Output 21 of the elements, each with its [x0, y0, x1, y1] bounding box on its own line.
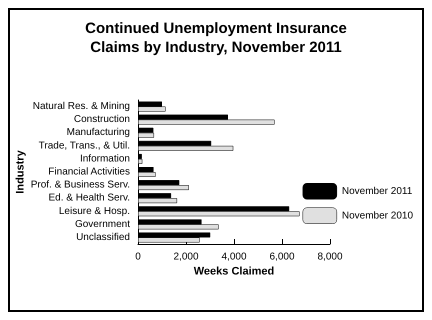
y-tick-label: Financial Activities	[48, 166, 130, 178]
x-tick-label: 0	[135, 252, 142, 262]
y-tick-label: Manufacturing	[66, 127, 130, 138]
y-tick-label: Ed. & Health Serv.	[48, 192, 130, 204]
legend-label: November 2010	[342, 210, 414, 222]
y-axis-title: Industry	[14, 149, 26, 194]
x-tick-label: 2,000	[173, 252, 199, 262]
y-tick-label: Trade, Trans., & Util.	[38, 140, 130, 152]
y-tick-label: Leisure & Hosp.	[58, 206, 130, 217]
x-axis-title: Weeks Claimed	[194, 266, 274, 278]
y-tick-label: Unclassified	[76, 232, 130, 243]
y-tick-label: Construction	[74, 114, 130, 126]
x-tick-label: 6,000	[269, 252, 295, 262]
y-tick-label: Information	[80, 153, 130, 164]
y-tick-label: Prof. & Business Serv.	[30, 180, 130, 191]
legend-label: November 2011	[342, 186, 413, 197]
y-tick-label: Government	[74, 218, 130, 230]
chart-title: Continued Unemployment Insurance Claims by Industry, November 2011	[85, 20, 347, 56]
x-tick-label: 8,000	[317, 252, 343, 262]
x-tick-label: 4,000	[221, 252, 247, 262]
y-tick-label: Natural Res. & Mining	[32, 101, 130, 112]
